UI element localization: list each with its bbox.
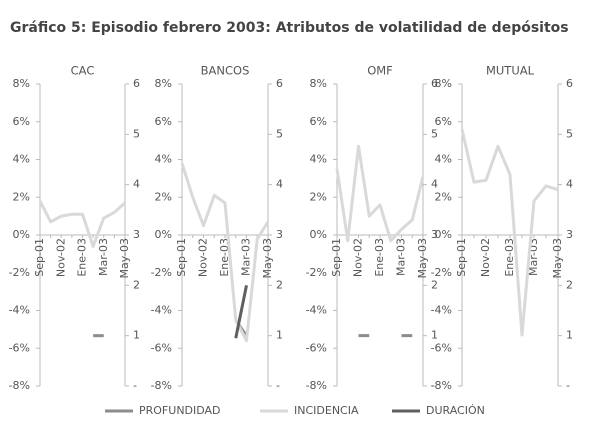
y2-tick-label: 6 bbox=[431, 77, 438, 90]
legend-label: DURACIÓN bbox=[426, 404, 485, 417]
y2-tick-label: 5 bbox=[133, 127, 140, 140]
y-tick-label: 0% bbox=[310, 228, 327, 241]
x-tick-label: May-03 bbox=[261, 238, 274, 279]
panel-title: OMF bbox=[367, 64, 393, 78]
y2-tick-label: 6 bbox=[133, 77, 140, 90]
y-tick-label: 0% bbox=[155, 228, 172, 241]
y2-tick-label: 5 bbox=[276, 127, 283, 140]
y2-tick-label: 1 bbox=[276, 329, 283, 342]
series-line bbox=[460, 128, 559, 337]
y-tick-label: 4% bbox=[13, 153, 30, 166]
y2-tick-label: 3 bbox=[276, 228, 283, 241]
chart-title: Gráfico 5: Episodio febrero 2003: Atribu… bbox=[10, 20, 569, 36]
series-line bbox=[180, 162, 270, 343]
x-tick-label: Sep-01 bbox=[330, 238, 343, 277]
y2-tick-label: 1 bbox=[566, 329, 573, 342]
y-tick-label: 6% bbox=[435, 115, 452, 128]
y2-tick-label: 6 bbox=[276, 77, 283, 90]
y2-tick-label: 2 bbox=[431, 278, 438, 291]
x-tick-label: May-03 bbox=[416, 238, 429, 279]
panel-title: CAC bbox=[71, 64, 95, 78]
y-tick-label: -8% bbox=[9, 379, 30, 392]
panel-title: BANCOS bbox=[201, 64, 250, 78]
x-tick-label: Sep-01 bbox=[455, 238, 468, 277]
y-tick-label: 8% bbox=[13, 77, 30, 90]
y-tick-label: 0% bbox=[13, 228, 30, 241]
x-tick-label: May-03 bbox=[118, 238, 131, 279]
y-tick-label: -4% bbox=[306, 304, 327, 317]
y-tick-label: 6% bbox=[155, 115, 172, 128]
y2-tick-label: 3 bbox=[133, 228, 140, 241]
y2-tick-label: 5 bbox=[566, 127, 573, 140]
y2-tick-label: - bbox=[133, 379, 137, 392]
y-tick-label: -8% bbox=[431, 379, 452, 392]
x-tick-label: Sep-01 bbox=[33, 238, 46, 277]
y-tick-label: 2% bbox=[13, 190, 30, 203]
y2-tick-label: 4 bbox=[566, 178, 573, 191]
series-line bbox=[38, 200, 126, 248]
y-tick-label: -2% bbox=[151, 266, 172, 279]
y-tick-label: 8% bbox=[435, 77, 452, 90]
y-tick-label: -2% bbox=[306, 266, 327, 279]
legend-label: PROFUNDIDAD bbox=[139, 404, 221, 417]
y2-tick-label: 3 bbox=[431, 228, 438, 241]
x-tick-label: Mar-03 bbox=[240, 238, 253, 276]
y-tick-label: 2% bbox=[435, 190, 452, 203]
y-tick-label: 4% bbox=[435, 153, 452, 166]
y2-tick-label: 2 bbox=[133, 278, 140, 291]
y2-tick-label: 4 bbox=[133, 178, 140, 191]
y2-tick-label: - bbox=[431, 379, 435, 392]
panel-title: MUTUAL bbox=[486, 64, 535, 78]
y-tick-label: 8% bbox=[155, 77, 172, 90]
y-tick-label: 0% bbox=[435, 228, 452, 241]
y2-tick-label: 1 bbox=[431, 329, 438, 342]
y-tick-label: -4% bbox=[151, 304, 172, 317]
y2-tick-label: 4 bbox=[276, 178, 283, 191]
y2-tick-label: 3 bbox=[566, 228, 573, 241]
y-tick-label: 6% bbox=[13, 115, 30, 128]
y2-tick-label: 6 bbox=[566, 77, 573, 90]
legend-label: INCIDENCIA bbox=[294, 404, 359, 417]
y-tick-label: -8% bbox=[306, 379, 327, 392]
y2-tick-label: 2 bbox=[276, 278, 283, 291]
y-tick-label: 2% bbox=[155, 190, 172, 203]
y-tick-label: -2% bbox=[431, 266, 452, 279]
y-tick-label: -6% bbox=[9, 341, 30, 354]
y-tick-label: -6% bbox=[306, 341, 327, 354]
y-tick-label: 6% bbox=[310, 115, 327, 128]
y-tick-label: -4% bbox=[431, 304, 452, 317]
y2-tick-label: - bbox=[566, 379, 570, 392]
x-tick-label: Nov-02 bbox=[479, 238, 492, 277]
y-tick-label: -4% bbox=[9, 304, 30, 317]
x-tick-label: May-03 bbox=[551, 238, 564, 279]
y-tick-label: -8% bbox=[151, 379, 172, 392]
y2-tick-label: 1 bbox=[133, 329, 140, 342]
x-tick-label: Nov-02 bbox=[197, 238, 210, 277]
y-tick-label: 2% bbox=[310, 190, 327, 203]
y-tick-label: -6% bbox=[431, 341, 452, 354]
series-line bbox=[335, 144, 425, 243]
y2-tick-label: 4 bbox=[431, 178, 438, 191]
y2-tick-label: 2 bbox=[566, 278, 573, 291]
x-tick-label: Mar-03 bbox=[97, 238, 110, 276]
x-tick-label: Ene-03 bbox=[373, 238, 386, 277]
y2-tick-label: 5 bbox=[431, 127, 438, 140]
x-tick-label: Ene-03 bbox=[503, 238, 516, 277]
y-tick-label: 4% bbox=[310, 153, 327, 166]
y-tick-label: 4% bbox=[155, 153, 172, 166]
y2-tick-label: - bbox=[276, 379, 280, 392]
x-tick-label: Mar-03 bbox=[395, 238, 408, 276]
y-tick-label: 8% bbox=[310, 77, 327, 90]
y-tick-label: -6% bbox=[151, 341, 172, 354]
series-line bbox=[234, 285, 248, 339]
x-tick-label: Nov-02 bbox=[54, 238, 67, 277]
x-tick-label: Ene-03 bbox=[76, 238, 89, 277]
x-tick-label: Sep-01 bbox=[175, 238, 188, 277]
y-tick-label: -2% bbox=[9, 266, 30, 279]
x-tick-label: Nov-02 bbox=[352, 238, 365, 277]
